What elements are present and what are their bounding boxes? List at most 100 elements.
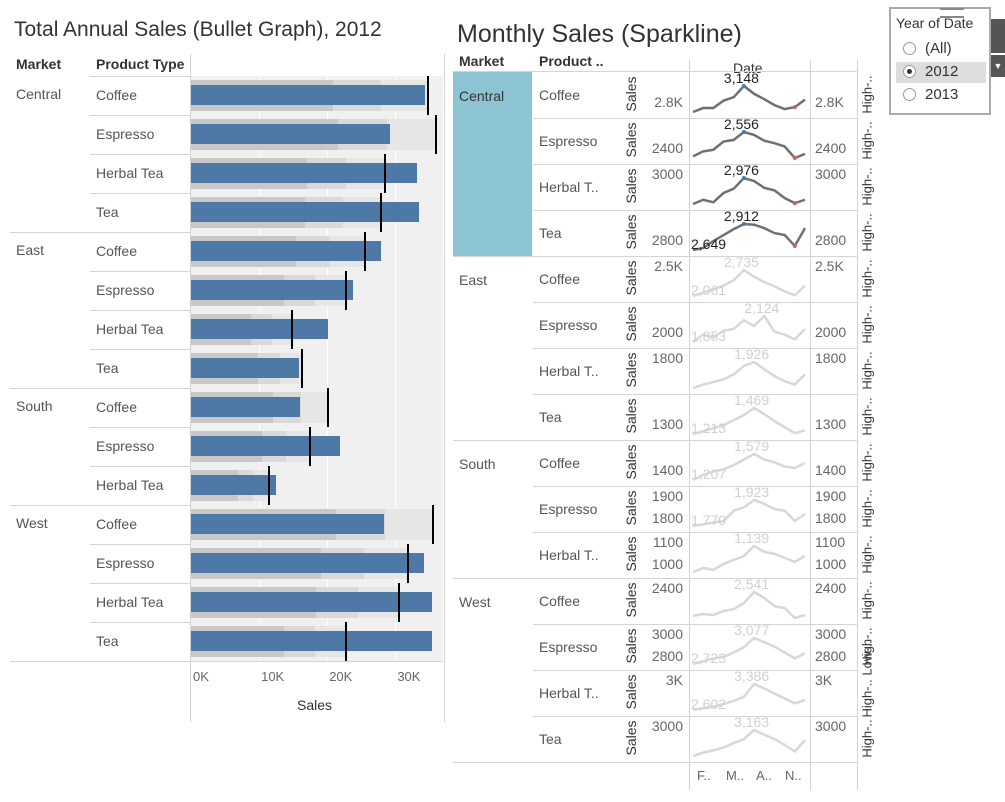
sales-bar[interactable] — [191, 85, 425, 105]
row-separator — [10, 388, 191, 389]
radio-icon[interactable] — [903, 42, 916, 55]
target-line[interactable] — [380, 193, 383, 232]
sparkline-point[interactable] — [792, 201, 797, 206]
row-separator — [90, 115, 191, 116]
date-header[interactable]: Date — [733, 60, 763, 76]
sparkline-path[interactable] — [692, 314, 806, 344]
radio-icon[interactable] — [903, 88, 916, 101]
min-value-label: 2,602 — [691, 696, 727, 712]
target-line[interactable] — [290, 310, 293, 349]
target-line[interactable] — [267, 466, 270, 505]
sparkline-point[interactable] — [792, 156, 797, 160]
filter-option-all[interactable]: (All) — [896, 39, 986, 60]
target-line[interactable] — [364, 232, 367, 271]
sales-bar[interactable] — [191, 436, 341, 456]
sales-bar[interactable] — [191, 397, 300, 417]
market-header[interactable]: Market — [16, 56, 62, 72]
sparkline-path[interactable] — [692, 636, 806, 666]
sparkline[interactable] — [690, 394, 810, 440]
market-highlight[interactable] — [453, 72, 532, 256]
sales-bar[interactable] — [191, 280, 354, 300]
sparkline[interactable] — [690, 302, 810, 348]
sparkline-path[interactable] — [692, 498, 806, 528]
sparkline-path[interactable] — [692, 590, 806, 620]
radio-selected-icon[interactable] — [903, 65, 916, 78]
target-line[interactable] — [345, 271, 348, 310]
filter-option-2012[interactable]: 2012 — [896, 62, 986, 83]
sparkline-path[interactable] — [692, 176, 806, 206]
spark-product-header[interactable]: Product .. — [539, 53, 604, 67]
spark-tick-label: 1900 — [815, 488, 847, 504]
sparkline-point[interactable] — [792, 243, 797, 248]
sparkline-path[interactable] — [692, 360, 806, 390]
spark-product-label: Tea — [539, 225, 562, 241]
target-line[interactable] — [406, 544, 409, 583]
sparkline[interactable] — [690, 440, 810, 486]
sales-axis-label: Sales — [623, 628, 639, 664]
dropdown-arrow-icon[interactable]: ▼ — [991, 55, 1005, 77]
sparkline-path[interactable] — [692, 682, 806, 712]
max-value-label: 1,579 — [734, 438, 770, 454]
sales-bar[interactable] — [191, 631, 433, 651]
target-line[interactable] — [434, 115, 437, 154]
sales-bar[interactable] — [191, 241, 382, 261]
sales-bar[interactable] — [191, 163, 418, 183]
sparkline[interactable] — [690, 670, 810, 716]
sparkline-path[interactable] — [692, 728, 806, 758]
sales-bar[interactable] — [191, 202, 420, 222]
sales-bar[interactable] — [191, 592, 433, 612]
market-label: East — [16, 242, 45, 258]
target-line[interactable] — [427, 76, 430, 115]
sparkline[interactable] — [690, 256, 810, 302]
spark-market-header[interactable]: Market — [459, 53, 505, 67]
sparkline[interactable] — [690, 486, 810, 532]
spark-tick-label: 1400 — [651, 462, 683, 478]
high-low-label: High-.. — [859, 581, 875, 620]
market-label: Central — [16, 86, 62, 102]
spark-tick-label: 3000 — [815, 166, 847, 182]
sparkline[interactable] — [690, 578, 810, 624]
sales-bar[interactable] — [191, 475, 277, 495]
sparkline[interactable] — [690, 72, 810, 118]
target-line[interactable] — [344, 622, 347, 661]
sparkline[interactable] — [690, 164, 810, 210]
sparkline-point[interactable] — [741, 130, 746, 134]
sparkline-point[interactable] — [741, 176, 746, 180]
sparkline-point[interactable] — [792, 105, 797, 110]
sales-bar[interactable] — [191, 124, 390, 144]
sparkline[interactable] — [690, 118, 810, 164]
product-type-header[interactable]: Product Type — [96, 56, 185, 72]
sparkline-path[interactable] — [692, 406, 806, 436]
sparkline[interactable] — [690, 210, 810, 256]
product-label: Coffee — [96, 516, 137, 532]
spark-tick-label: 1300 — [815, 416, 847, 432]
sparkline-path[interactable] — [692, 268, 806, 298]
spark-tick-label: 3000 — [651, 718, 683, 734]
sparkline-point[interactable] — [741, 84, 746, 88]
sparkline-path[interactable] — [692, 130, 806, 160]
sales-axis-label: Sales — [623, 214, 639, 250]
sparkline-path[interactable] — [692, 222, 807, 252]
sparkline[interactable] — [690, 348, 810, 394]
target-line[interactable] — [432, 505, 435, 544]
target-line[interactable] — [301, 349, 304, 388]
sales-bar[interactable] — [191, 358, 299, 378]
pin-icon[interactable] — [991, 19, 1005, 53]
filter-option-2013[interactable]: 2013 — [896, 85, 986, 106]
target-line[interactable] — [308, 427, 311, 466]
sales-bar[interactable] — [191, 319, 328, 339]
target-line[interactable] — [326, 388, 329, 427]
sparkline-path[interactable] — [692, 544, 806, 574]
target-line[interactable] — [398, 583, 401, 622]
drag-handle-icon[interactable] — [940, 8, 964, 18]
sparkline[interactable] — [690, 716, 810, 762]
sparkline[interactable] — [690, 532, 810, 578]
sparkline-path[interactable] — [692, 84, 806, 114]
divider-line — [444, 54, 445, 722]
target-line[interactable] — [384, 154, 387, 193]
sparkline-path[interactable] — [692, 452, 806, 482]
sales-bar[interactable] — [191, 514, 384, 534]
sparkline[interactable] — [690, 624, 810, 670]
sparkline-point[interactable] — [741, 222, 746, 226]
sales-bar[interactable] — [191, 553, 424, 573]
